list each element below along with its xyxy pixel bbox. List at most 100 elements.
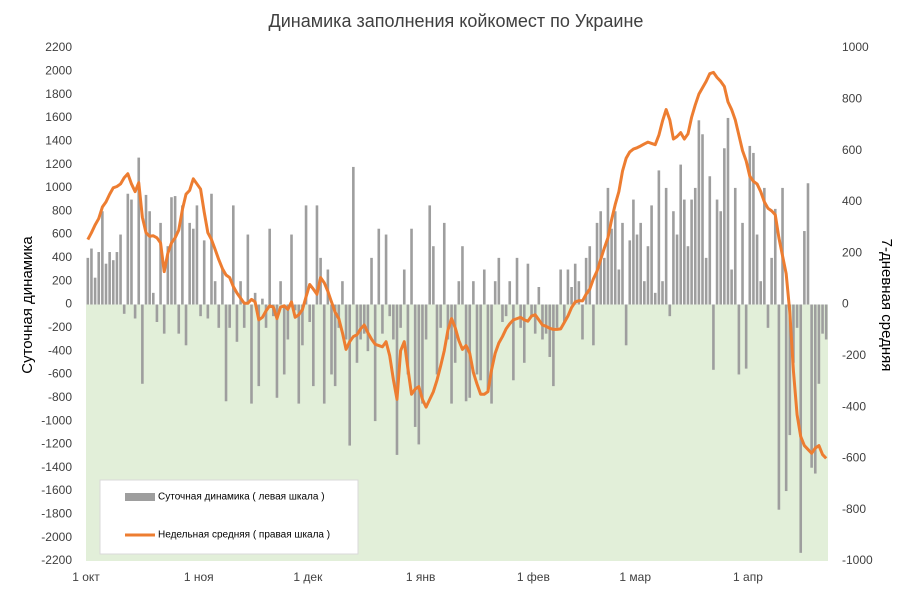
bar (413, 304, 417, 427)
bar (126, 193, 130, 305)
bar (533, 304, 537, 334)
y-tick-label: -400 (48, 343, 72, 357)
bar (628, 240, 632, 305)
y-tick-label: 1800 (45, 87, 72, 101)
bar (501, 304, 504, 322)
bar (450, 304, 453, 404)
y-tick-label: -1600 (41, 483, 72, 497)
y-tick-label: 1000 (45, 180, 72, 194)
bar (144, 194, 148, 305)
bar (148, 211, 151, 305)
bar (486, 304, 490, 392)
bar (264, 304, 268, 328)
bar (195, 205, 199, 305)
y2-tick-label: 1000 (842, 40, 869, 54)
bar (159, 222, 162, 305)
bar (333, 304, 337, 387)
bar (570, 287, 573, 305)
bar (312, 304, 315, 387)
y-tick-label: -2200 (41, 553, 72, 567)
bar (377, 228, 381, 305)
bar (432, 246, 435, 305)
y2-tick-label: 200 (842, 245, 862, 259)
bar (526, 263, 530, 305)
bar (784, 304, 788, 492)
bar (322, 304, 326, 404)
bar (773, 208, 777, 305)
bar (730, 269, 733, 305)
bar (573, 263, 577, 305)
bar (613, 211, 617, 305)
bar (90, 248, 93, 305)
bar (286, 304, 290, 340)
bar (101, 211, 104, 305)
bar (104, 263, 108, 305)
bar (683, 199, 686, 305)
y2-tick-label: -1000 (842, 553, 873, 567)
bar (170, 197, 173, 305)
bar (392, 304, 395, 340)
legend-label: Недельная средняя ( правая шкала ) (158, 530, 330, 541)
bar (595, 222, 599, 305)
bar (166, 246, 170, 305)
y-tick-label: 800 (52, 203, 72, 217)
bar (537, 287, 541, 305)
y-tick-label: 600 (52, 227, 72, 241)
y-tick-label: -1800 (41, 507, 72, 521)
y-tick-label: 1200 (45, 157, 72, 171)
bar (672, 211, 675, 305)
bar (184, 304, 188, 346)
bar (512, 304, 515, 381)
bar (712, 304, 715, 370)
bar (544, 304, 548, 334)
bar (664, 187, 668, 305)
bar (584, 257, 588, 305)
y2-tick-label: 800 (842, 91, 862, 105)
y-tick-label: -1000 (41, 413, 72, 427)
bar (504, 304, 508, 317)
bar (330, 304, 333, 375)
bar (490, 304, 493, 404)
bar (472, 281, 475, 305)
bar (97, 252, 101, 305)
legend-label: Суточная динамика ( левая шкала ) (158, 492, 325, 503)
bar (701, 134, 704, 305)
bar (115, 252, 119, 305)
bar (624, 304, 628, 346)
bar (733, 187, 737, 305)
bar (679, 164, 682, 305)
bar (130, 199, 133, 305)
bar (617, 269, 621, 305)
bar (479, 304, 482, 381)
bar (708, 176, 712, 305)
x-tick-label: 1 ноя (184, 570, 214, 584)
y-tick-label: 400 (52, 250, 72, 264)
bar (308, 304, 311, 322)
chart-title: Динамика заполнения койкомест по Украине (269, 11, 644, 31)
bar (344, 304, 348, 340)
bar (359, 304, 362, 340)
bar (388, 304, 392, 317)
bar (813, 304, 817, 474)
bar (693, 187, 697, 305)
bar (268, 228, 271, 305)
bar (824, 304, 828, 340)
bar (210, 193, 213, 305)
bar (428, 205, 432, 305)
bar (803, 231, 806, 305)
bar (366, 304, 370, 352)
legend-swatch (125, 493, 155, 501)
bar (93, 277, 97, 305)
x-tick-label: 1 мар (619, 570, 651, 584)
bar (373, 304, 377, 422)
bar (406, 304, 410, 375)
bar (133, 304, 137, 319)
bar (191, 228, 195, 305)
bar (155, 304, 159, 322)
bar (741, 222, 744, 305)
bar (461, 246, 464, 305)
bar (177, 304, 181, 334)
legend-box (99, 479, 359, 555)
bar (464, 304, 468, 402)
